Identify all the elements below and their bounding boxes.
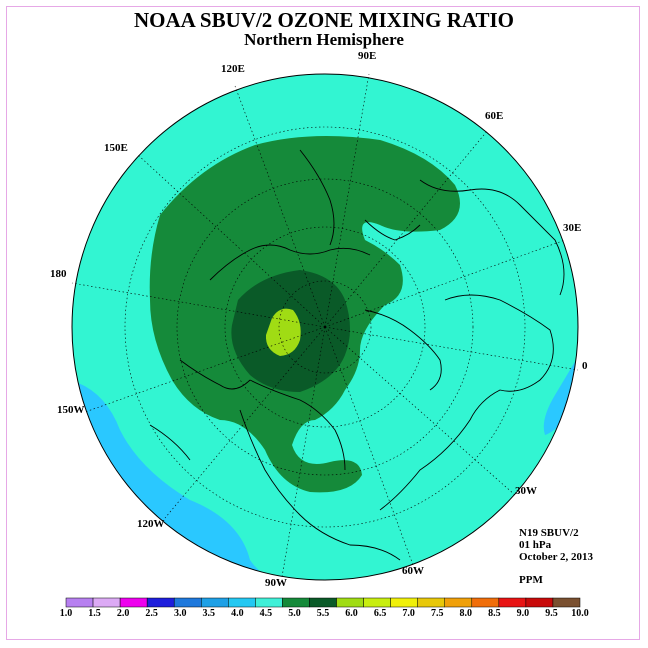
colorbar-swatch bbox=[390, 597, 418, 608]
colorbar-tick: 3.5 bbox=[202, 608, 216, 619]
colorbar-tick: 6.0 bbox=[345, 608, 358, 619]
date-label: October 2, 2013 bbox=[519, 551, 594, 563]
colorbar bbox=[65, 597, 581, 608]
lon-label-150e: 150E bbox=[104, 142, 128, 154]
colorbar-swatch bbox=[471, 597, 500, 608]
lon-label-150w: 150W bbox=[57, 404, 85, 416]
colorbar-tick: 9.0 bbox=[516, 608, 530, 619]
units-label: PPM bbox=[519, 574, 543, 586]
colorbar-tick: 8.5 bbox=[488, 608, 501, 619]
graticule bbox=[71, 73, 579, 578]
colorbar-tick: 4.0 bbox=[231, 608, 244, 619]
colorbar-tick: 3.0 bbox=[173, 608, 187, 619]
colorbar-swatch bbox=[525, 597, 554, 608]
colorbar-tick: 7.0 bbox=[402, 608, 415, 619]
colorbar-swatch bbox=[417, 597, 445, 608]
lon-label-30e: 30E bbox=[563, 222, 582, 234]
lon-label-120w: 120W bbox=[137, 518, 165, 530]
colorbar-tick: 2.0 bbox=[116, 608, 130, 619]
frame bbox=[6, 6, 640, 640]
colorbar-tick: 5.0 bbox=[288, 608, 301, 619]
instrument-label: N19 SBUV/2 bbox=[519, 527, 579, 539]
colorbar-swatch bbox=[173, 597, 202, 608]
max-value-region bbox=[265, 308, 301, 356]
lon-label-180: 180 bbox=[50, 268, 67, 280]
colorbar-tick: 2.5 bbox=[145, 608, 158, 619]
colorbar-swatch bbox=[255, 597, 283, 608]
colorbar-tick: 5.5 bbox=[316, 608, 330, 619]
colorbar-tick: 9.5 bbox=[545, 608, 558, 619]
colorbar-tick: 6.5 bbox=[373, 608, 387, 619]
lon-label-30w: 30W bbox=[515, 485, 537, 497]
colorbar-swatch bbox=[282, 597, 310, 608]
colorbar-swatch bbox=[92, 597, 121, 608]
colorbar-swatch bbox=[309, 597, 337, 608]
chart-title: NOAA SBUV/2 OZONE MIXING RATIO bbox=[134, 8, 514, 32]
colorbar-swatch bbox=[498, 597, 527, 608]
lon-label-0: 0 bbox=[582, 360, 588, 372]
colorbar-tick: 4.5 bbox=[259, 608, 273, 619]
colorbar-swatch bbox=[228, 597, 256, 608]
colorbar-swatch bbox=[65, 597, 94, 608]
colorbar-tick: 1.5 bbox=[88, 608, 101, 619]
lon-label-60w: 60W bbox=[402, 565, 424, 577]
lon-label-120e: 120E bbox=[221, 63, 245, 75]
colorbar-swatch bbox=[119, 597, 148, 608]
colorbar-swatch bbox=[336, 597, 364, 608]
lon-label-90e: 90E bbox=[358, 50, 377, 62]
colorbar-tick: 8.0 bbox=[459, 608, 473, 619]
chart-subtitle: Northern Hemisphere bbox=[244, 30, 404, 49]
colorbar-tick: 1.0 bbox=[59, 608, 73, 619]
map-border bbox=[71, 73, 579, 581]
colorbar-tick: 7.5 bbox=[430, 608, 444, 619]
level-label: 01 hPa bbox=[519, 539, 552, 551]
colorbar-swatch bbox=[146, 597, 175, 608]
colorbar-swatch bbox=[363, 597, 391, 608]
colorbar-swatch bbox=[552, 597, 581, 608]
lon-label-60e: 60E bbox=[485, 110, 504, 122]
colorbar-tick: 10.0 bbox=[571, 608, 589, 619]
colorbar-swatch bbox=[201, 597, 229, 608]
coastlines bbox=[149, 149, 565, 561]
colorbar-swatch bbox=[444, 597, 473, 608]
lon-label-90w: 90W bbox=[265, 577, 287, 589]
